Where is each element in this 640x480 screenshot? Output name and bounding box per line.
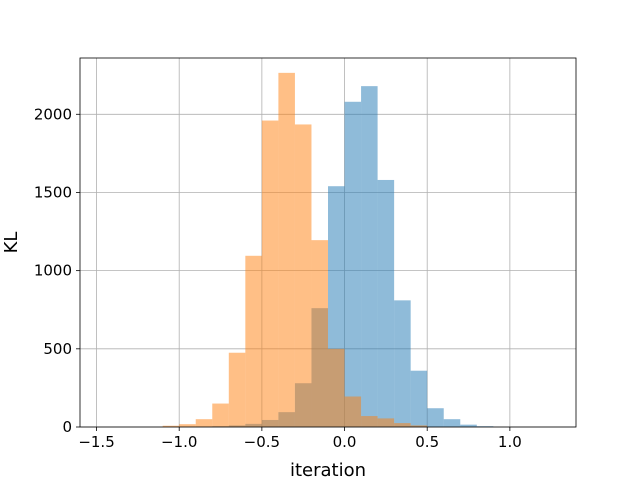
axis-ticks: −1.5 −1.0 −0.5 0.0 0.5 1.0 0 500 1000 1500 2000 [34, 105, 522, 451]
histogram-bar [460, 424, 477, 427]
x-tick-label: −0.5 [244, 433, 280, 451]
x-tick-label: 0.0 [333, 433, 357, 451]
histogram-bar [361, 416, 378, 427]
histogram-bar [344, 396, 362, 427]
y-axis-label: KL [1, 232, 22, 254]
histogram-bar [162, 425, 180, 427]
histogram-bar [427, 408, 444, 427]
bars [162, 72, 494, 428]
histogram-bar [328, 348, 345, 427]
x-tick-label: −1.5 [78, 433, 114, 451]
histogram-bar [278, 72, 295, 427]
histogram-bar [311, 240, 328, 427]
x-tick-label: −1.0 [161, 433, 197, 451]
histogram-bar [212, 403, 229, 427]
histogram-bar [410, 425, 428, 427]
x-tick-label: 1.0 [498, 433, 522, 451]
histogram-bar [377, 179, 395, 427]
histogram-bar [394, 300, 411, 427]
histogram-bar [179, 424, 196, 427]
histogram-bar [361, 86, 378, 427]
histogram-bar [443, 419, 461, 427]
histogram-bar [245, 255, 262, 427]
histogram-bar [261, 120, 279, 428]
histogram-bar [195, 419, 213, 427]
plot-frame [79, 57, 577, 428]
series-1 [162, 72, 428, 428]
y-tick-label: 1500 [34, 183, 72, 201]
histogram-bar [294, 124, 312, 428]
histogram-bar [228, 352, 246, 427]
histogram-bar [410, 370, 428, 427]
y-tick-label: 1000 [34, 262, 72, 280]
y-tick-label: 500 [43, 340, 72, 358]
y-tick-label: 2000 [34, 105, 72, 123]
histogram-bar [344, 101, 362, 427]
x-axis-label: iteration [290, 460, 366, 480]
y-tick-label: 0 [62, 418, 72, 436]
x-tick-label: 0.5 [415, 433, 439, 451]
histogram-bar [377, 418, 395, 427]
histogram-bar [394, 423, 411, 427]
